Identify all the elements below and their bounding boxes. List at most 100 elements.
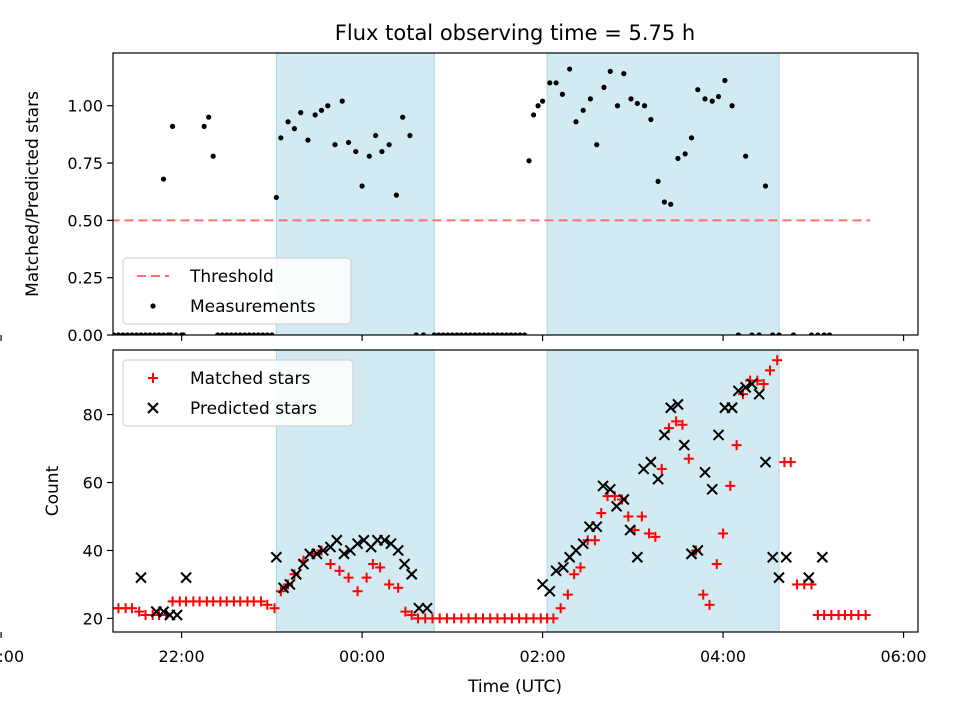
data-point <box>124 332 131 335</box>
data-point <box>683 453 694 464</box>
data-point <box>711 559 722 570</box>
x-tick-label: 02:00 <box>520 647 566 666</box>
data-point <box>562 589 573 600</box>
data-point <box>246 332 252 335</box>
data-point <box>671 416 682 427</box>
data-point <box>575 562 586 573</box>
y-axis-label: Count <box>43 465 63 516</box>
data-point <box>544 585 556 597</box>
data-point <box>831 0 836 3</box>
data-point <box>1 332 6 337</box>
data-point <box>440 332 446 335</box>
data-point <box>270 551 283 563</box>
data-point <box>494 332 501 335</box>
data-point <box>704 599 715 610</box>
data-point <box>557 561 570 574</box>
data-point <box>0 603 6 613</box>
y-tick-label: 20 <box>83 609 103 628</box>
data-point <box>201 123 207 129</box>
data-point <box>526 158 532 164</box>
data-point <box>589 535 600 546</box>
x-stroke-a <box>10 566 20 576</box>
x-tick-label: 00:00 <box>339 647 385 666</box>
data-point <box>753 388 765 400</box>
data-point <box>665 402 677 414</box>
x-stroke-b <box>3 573 13 583</box>
data-point <box>57 332 62 337</box>
data-point <box>702 96 708 102</box>
data-point <box>345 139 352 146</box>
x-tick-label: 04:00 <box>700 647 746 666</box>
data-point <box>587 96 594 102</box>
data-point <box>614 103 621 109</box>
x-stroke-b <box>780 551 792 563</box>
data-point <box>113 332 117 335</box>
data-point <box>718 528 729 539</box>
x-tick-label: 06:00 <box>881 647 927 666</box>
data-point <box>251 332 257 335</box>
data-point <box>325 559 336 570</box>
legend-box <box>122 257 352 325</box>
data-point <box>147 332 153 335</box>
x-stroke-b <box>284 578 296 591</box>
y-tick-label: 40 <box>83 541 103 560</box>
data-point <box>655 178 661 184</box>
y-tick-label: 0.25 <box>67 269 103 288</box>
data-point <box>499 332 505 335</box>
x-tick-label: 22:00 <box>159 647 205 666</box>
data-point <box>604 483 616 496</box>
data-point <box>591 520 603 533</box>
data-point <box>766 551 779 563</box>
data-point <box>559 91 566 97</box>
data-point <box>53 332 58 337</box>
x-stroke-b <box>270 551 283 563</box>
data-point <box>685 548 698 560</box>
data-point <box>628 96 634 102</box>
data-point <box>378 534 391 546</box>
data-point <box>180 332 186 335</box>
data-point <box>725 480 736 491</box>
data-point <box>171 609 183 621</box>
data-point <box>290 568 302 580</box>
data-point <box>353 148 359 155</box>
x-stroke-b <box>536 578 549 591</box>
data-point <box>233 332 239 335</box>
data-point <box>692 544 704 557</box>
x-axis-label: Time (UTC) <box>467 677 562 697</box>
x-stroke-b <box>277 582 290 594</box>
x-stroke-b <box>712 429 725 441</box>
y-tick-label: 60 <box>83 474 103 493</box>
data-point <box>601 84 607 90</box>
x-stroke-b <box>631 551 644 563</box>
data-point <box>9 332 14 337</box>
y-tick-label: 1.00 <box>67 97 103 116</box>
data-point <box>219 332 225 335</box>
data-point <box>273 194 279 201</box>
x-stroke-b <box>591 520 603 533</box>
data-point <box>126 603 137 614</box>
x-stroke-b <box>544 585 556 597</box>
data-point <box>2 603 12 613</box>
x-stroke-b <box>311 548 323 560</box>
data-point <box>138 332 144 335</box>
data-point <box>325 103 331 109</box>
data-point <box>712 429 725 441</box>
data-point <box>677 419 688 430</box>
data-point <box>379 148 385 155</box>
data-point <box>695 87 701 93</box>
x-stroke-b <box>726 402 738 414</box>
data-point <box>210 153 216 159</box>
data-point <box>616 494 627 505</box>
data-point <box>854 0 859 3</box>
data-point <box>512 332 519 335</box>
x-stroke-b <box>672 398 684 411</box>
data-point <box>343 572 354 583</box>
data-point <box>715 93 722 100</box>
data-point <box>553 80 559 86</box>
data-point <box>569 569 580 580</box>
data-point <box>180 571 192 584</box>
data-point <box>548 613 559 624</box>
x-stroke-b <box>413 602 425 614</box>
x-stroke-b <box>816 551 829 563</box>
x-stroke-a <box>0 566 6 576</box>
